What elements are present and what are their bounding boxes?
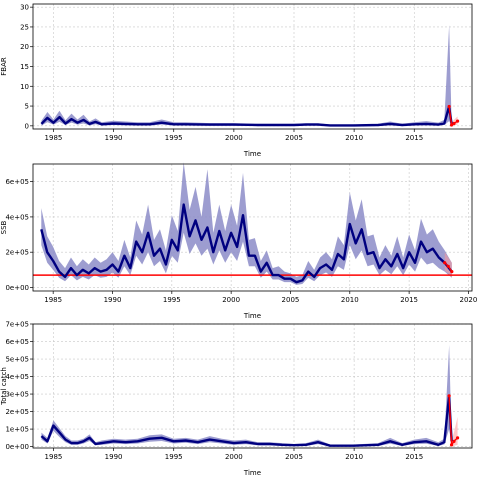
- x-axis-label: Time: [243, 312, 261, 320]
- estimate-band: [41, 24, 452, 126]
- forecast-point: [447, 104, 451, 109]
- estimate-line: [40, 203, 453, 284]
- forecast-point: [452, 121, 456, 126]
- plot-frame: [32, 323, 473, 449]
- x-tick-label: 2010: [345, 453, 363, 461]
- y-tick-label: 0: [25, 122, 29, 130]
- y-axis-label: SSB: [0, 220, 8, 234]
- x-tick-label: 1985: [45, 453, 63, 461]
- x-tick-label: 2010: [341, 296, 359, 304]
- plot-frame: [32, 163, 473, 292]
- x-tick-label: 2000: [225, 134, 243, 142]
- forecast-point: [455, 119, 460, 123]
- y-tick-label: 2e+05: [5, 408, 29, 416]
- estimate-band: [41, 162, 452, 285]
- estimate-line: [40, 105, 453, 127]
- y-tick-label: 6e+05: [5, 178, 29, 186]
- y-tick-label: 5e+05: [5, 356, 29, 364]
- x-tick-label: 1990: [105, 134, 123, 142]
- x-tick-label: 1985: [45, 134, 63, 142]
- y-tick-label: 6e+05: [5, 338, 29, 346]
- x-tick-label: 1995: [165, 453, 183, 461]
- y-axis-label: FBAR: [0, 57, 8, 76]
- x-tick-label: 2015: [400, 296, 418, 304]
- forecast-point: [455, 436, 460, 440]
- y-tick-label: 2e+05: [5, 249, 29, 257]
- y-tick-label: 3e+05: [5, 391, 29, 399]
- y-tick-label: 15: [20, 63, 29, 71]
- y-tick-label: 4e+05: [5, 373, 29, 381]
- forecast-point: [449, 123, 454, 127]
- y-axis-label: Total catch: [0, 367, 8, 406]
- x-tick-label: 2020: [460, 296, 478, 304]
- y-tick-label: 25: [20, 23, 29, 31]
- forecast-line: [448, 395, 459, 446]
- y-tick-label: 1e+05: [5, 426, 29, 434]
- estimate-line: [40, 394, 453, 447]
- y-tick-label: 30: [20, 4, 29, 12]
- x-tick-label: 2015: [405, 134, 423, 142]
- x-axis-label: Time: [243, 150, 261, 158]
- panel-3: 1985 1990 1995 2000 2005 2010 2015 0e+00 1e+05 2e…: [0, 321, 473, 477]
- y-tick-label: 7e+05: [5, 321, 29, 329]
- forecast-band: [449, 392, 458, 447]
- x-tick-label: 1995: [163, 296, 181, 304]
- forecast-point: [452, 439, 456, 443]
- x-tick-label: 1985: [44, 296, 62, 304]
- estimate-band: [41, 345, 452, 447]
- forecast-point: [446, 264, 450, 268]
- x-tick-label: 2005: [285, 134, 303, 142]
- y-tick-label: 20: [20, 43, 29, 51]
- x-tick-label: 2015: [405, 453, 423, 461]
- x-tick-label: 2005: [285, 453, 303, 461]
- x-axis-label: Time: [243, 469, 261, 477]
- panel-2: 1985 1990 1995 2000 2005 2010 2015 2020 0e+00 2e+…: [0, 162, 477, 320]
- x-tick-label: 1990: [104, 296, 122, 304]
- y-tick-label: 0e+00: [5, 443, 29, 451]
- forecast-point: [450, 269, 454, 274]
- forecast-point: [449, 443, 454, 447]
- x-tick-label: 1990: [105, 453, 123, 461]
- y-tick-label: 0e+00: [5, 284, 29, 292]
- x-tick-label: 1995: [165, 134, 183, 142]
- y-tick-label: 10: [20, 83, 29, 91]
- x-tick-label: 2000: [222, 296, 240, 304]
- y-tick-label: 5: [25, 103, 29, 111]
- x-tick-label: 2010: [345, 134, 363, 142]
- y-tick-label: 4e+05: [5, 213, 29, 221]
- panel-1: 1985 1990 1995 2000 2005 2010 2015 0 5 10 15 20 25 30…: [0, 3, 473, 158]
- x-tick-label: 2000: [225, 453, 243, 461]
- forecast-point: [447, 394, 451, 398]
- x-tick-label: 2005: [282, 296, 300, 304]
- forecast-point: [443, 261, 447, 265]
